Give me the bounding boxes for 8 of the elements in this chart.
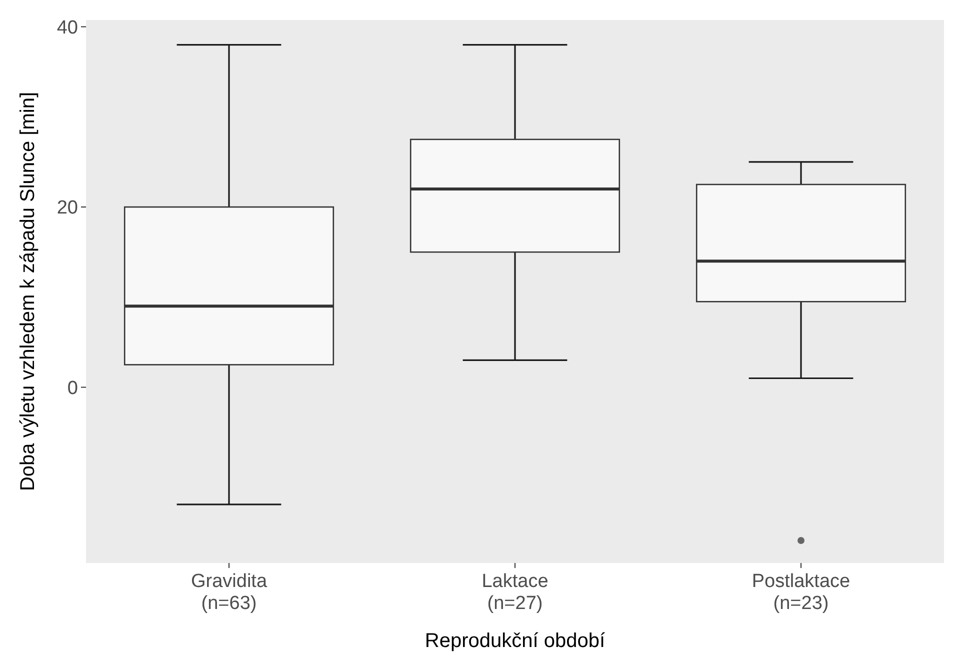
y-tick-label: 0 [67, 378, 78, 399]
y-axis-title: Doba výletu vzhledem k západu Slunce [min] [17, 92, 39, 492]
y-tick-label: 40 [56, 17, 78, 38]
x-tick-label: Postlaktace (n=23) [752, 571, 850, 614]
x-axis-title: Reprodukční období [424, 630, 606, 652]
x-tick-label: Laktace (n=27) [482, 571, 548, 614]
x-tick-label: Gravidita (n=63) [190, 571, 268, 614]
y-tick-label: 20 [56, 198, 78, 219]
